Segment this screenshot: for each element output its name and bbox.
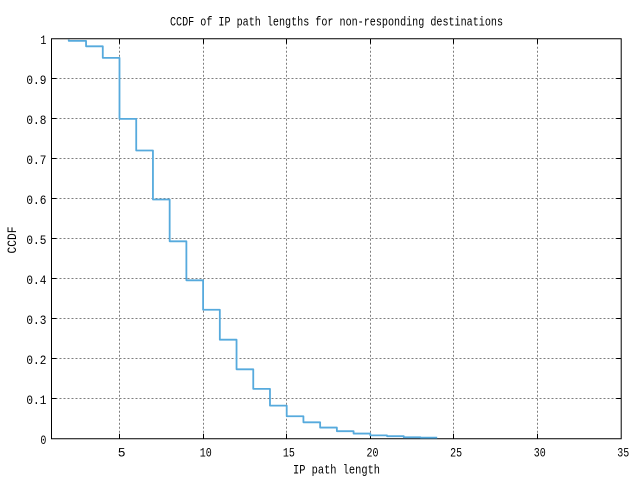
svg-text:0.7: 0.7 [26, 153, 46, 168]
svg-text:0.5: 0.5 [26, 233, 46, 248]
svg-text:CCDF of IP path lengths for no: CCDF of IP path lengths for non-respondi… [170, 15, 503, 30]
svg-text:5: 5 [118, 445, 126, 460]
svg-text:CCDF: CCDF [5, 227, 20, 254]
svg-text:0.6: 0.6 [26, 193, 46, 208]
svg-text:0.1: 0.1 [26, 393, 46, 408]
svg-text:15: 15 [283, 445, 295, 460]
svg-text:0.8: 0.8 [26, 113, 46, 128]
svg-text:10: 10 [200, 445, 212, 460]
svg-text:0.4: 0.4 [26, 273, 46, 288]
svg-text:1: 1 [40, 33, 46, 48]
svg-text:0.9: 0.9 [26, 73, 46, 88]
svg-text:25: 25 [450, 445, 462, 460]
svg-text:0.3: 0.3 [26, 313, 46, 328]
svg-text:35: 35 [617, 445, 629, 460]
svg-text:0: 0 [40, 433, 46, 448]
svg-text:20: 20 [367, 445, 379, 460]
svg-text:30: 30 [534, 445, 546, 460]
svg-text:IP path length: IP path length [293, 462, 380, 477]
svg-text:0.2: 0.2 [26, 353, 46, 368]
